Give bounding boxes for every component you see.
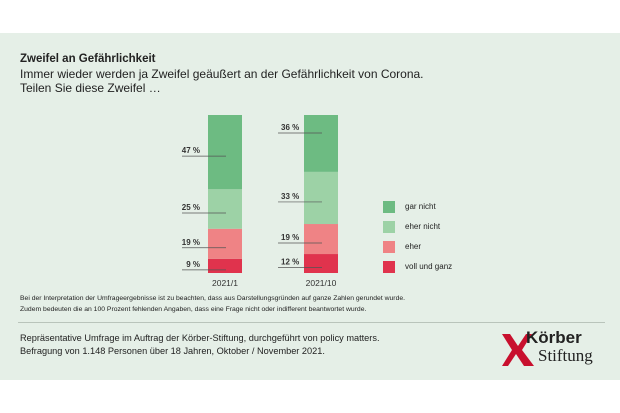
legend-swatch xyxy=(383,201,395,213)
legend-label: eher xyxy=(405,242,422,251)
logo-text-line2: Stiftung xyxy=(538,346,593,365)
koerber-stiftung-logo: Körber Stiftung xyxy=(498,328,608,368)
legend-swatch xyxy=(383,241,395,253)
chart-subtitle-line2: Teilen Sie diese Zweifel … xyxy=(20,81,161,95)
data-label: 47 % xyxy=(182,146,200,155)
category-label: 2021/1 xyxy=(212,278,238,288)
legend-label: gar nicht xyxy=(405,202,436,211)
legend-label: voll und ganz xyxy=(405,262,453,271)
bar-segment-eher-nicht xyxy=(208,189,242,229)
source-line1: Repräsentative Umfrage im Auftrag der Kö… xyxy=(20,333,380,343)
bar-segment-gar-nicht xyxy=(304,115,338,172)
bar-segment-gar-nicht xyxy=(208,115,242,190)
chart-subtitle-line1: Immer wieder werden ja Zweifel geäußert … xyxy=(20,67,424,81)
stacked-bar-chart: 9 % 19 % 25 % 47 % 2021/1 12 % 19 % 33 % 36 % 202… xyxy=(182,115,338,288)
divider xyxy=(18,322,605,323)
x-logo-icon xyxy=(502,334,534,366)
data-label: 25 % xyxy=(182,203,200,212)
footnote-line2: Zudem bedeuten die an 100 Prozent fehlen… xyxy=(20,306,367,313)
logo-text-line1: Körber xyxy=(526,328,582,347)
footnote-line1: Bei der Interpretation der Umfrageergebn… xyxy=(20,295,406,302)
data-label: 19 % xyxy=(182,238,200,247)
legend-swatch xyxy=(383,261,395,273)
data-label: 9 % xyxy=(186,260,200,269)
bar-segment-voll-und-ganz xyxy=(304,254,338,273)
chart-panel: Zweifel an Gefährlichkeit Immer wieder w… xyxy=(0,33,620,380)
bar-segment-voll-und-ganz xyxy=(208,258,242,273)
data-label: 33 % xyxy=(281,192,299,201)
legend-label: eher nicht xyxy=(405,222,441,231)
legend-swatch xyxy=(383,221,395,233)
chart-title: Zweifel an Gefährlichkeit xyxy=(20,53,156,65)
bar-segment-eher xyxy=(304,224,338,255)
data-label: 36 % xyxy=(281,123,299,132)
bar-segment-eher-nicht xyxy=(304,171,338,225)
data-label: 19 % xyxy=(281,233,299,242)
data-label: 12 % xyxy=(281,258,299,267)
bar-segment-eher xyxy=(208,228,242,259)
category-label: 2021/10 xyxy=(306,278,337,288)
source-line2: Befragung von 1.148 Personen über 18 Jah… xyxy=(20,346,325,356)
